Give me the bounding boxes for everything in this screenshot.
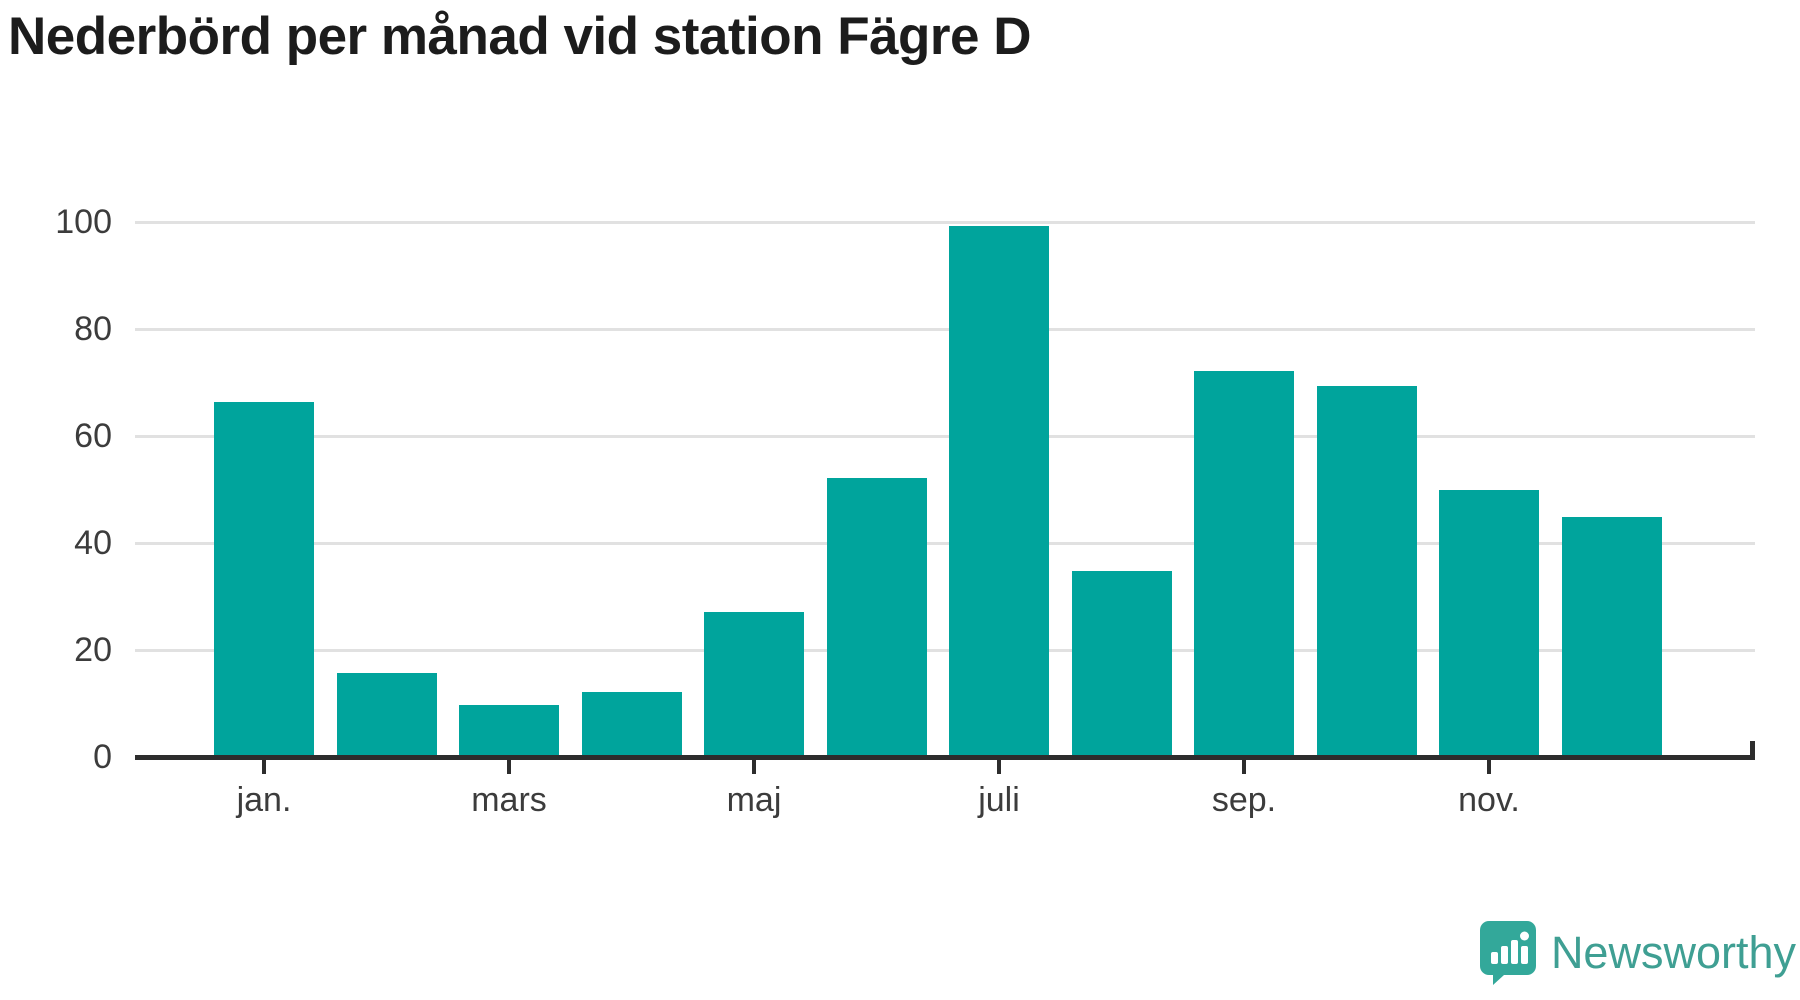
newsworthy-logo-icon [1479,921,1536,985]
gridline-y-20 [135,648,1755,652]
bar-aug. [1071,570,1172,757]
x-axis-line [135,754,1755,760]
y-axis-label-100: 100 [55,203,112,241]
x-axis-label-nov.: nov. [1458,781,1520,819]
x-tick-maj [752,759,756,774]
bar-mars [459,704,559,757]
bar-nov. [1439,489,1539,757]
x-tick-nov. [1487,759,1491,774]
x-tick-mars [507,759,511,774]
x-axis-label-juli: juli [978,781,1020,819]
gridline-y-60 [135,434,1755,438]
bar-juni [826,477,927,757]
bar-jan. [214,401,314,757]
bar-april [581,691,682,757]
x-axis-label-sep.: sep. [1211,781,1277,819]
y-axis-label-20: 20 [74,631,112,669]
y-axis-label-60: 60 [74,417,112,455]
gridline-y-100 [135,220,1755,224]
bar-feb. [336,673,437,757]
bar-dec. [1561,516,1662,757]
chart-title: Nederbörd per månad vid station Fägre D [8,7,1032,66]
bar-maj [704,612,804,757]
gridline-y-40 [135,541,1755,545]
y-axis-label-40: 40 [74,524,112,562]
x-tick-jan. [262,759,266,774]
bar-sep. [1194,371,1294,757]
gridline-y-80 [135,327,1755,331]
bar-juli [949,225,1049,757]
y-axis-label-0: 0 [93,738,112,776]
x-axis-label-jan.: jan. [236,781,292,819]
x-axis-label-maj: maj [726,781,782,819]
newsworthy-logo: Newsworthy [1479,920,1796,986]
x-axis-endcap [1750,741,1755,757]
y-axis-label-80: 80 [74,310,112,348]
x-tick-juli [997,759,1001,774]
bar-okt. [1316,385,1417,757]
x-tick-sep. [1242,759,1246,774]
newsworthy-logo-text: Newsworthy [1550,927,1796,978]
x-axis-label-mars: mars [471,781,547,819]
